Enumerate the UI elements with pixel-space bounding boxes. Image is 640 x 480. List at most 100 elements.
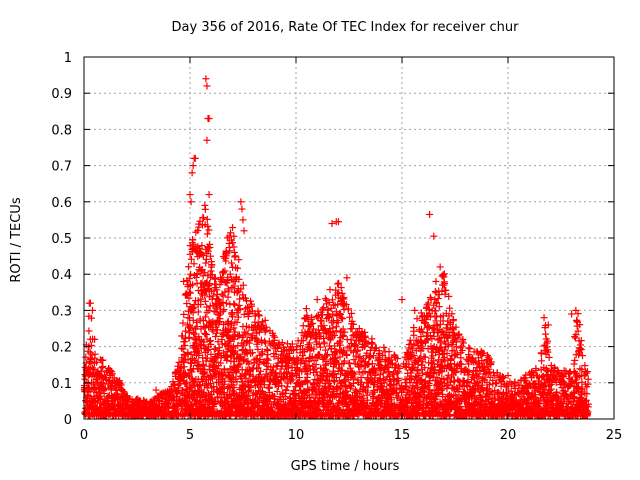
data-point [459,335,467,343]
data-point [193,318,201,326]
data-point [180,310,188,318]
data-point [189,236,197,244]
data-point [96,388,104,396]
data-point [235,301,243,309]
data-point [581,362,589,370]
data-point [186,289,194,297]
data-point [194,227,202,235]
data-point [201,291,209,299]
data-point [83,392,91,400]
data-point [189,305,197,313]
data-point [198,250,206,258]
data-point [433,312,441,320]
data-point [192,273,200,281]
data-point [230,243,238,251]
data-point [185,275,193,283]
data-point [97,367,105,375]
data-point [538,357,546,365]
data-point [195,351,203,359]
data-point [231,252,239,260]
data-point [193,323,201,331]
data-point [180,370,188,378]
data-point [181,341,189,349]
chart-title: Day 356 of 2016, Rate Of TEC Index for r… [172,20,520,35]
data-point [306,339,314,347]
data-point [205,226,213,234]
data-point [193,270,201,278]
data-point [201,297,209,305]
data-point [234,305,242,313]
data-point [188,324,196,332]
data-point [90,392,98,400]
data-point [89,364,97,372]
data-point [236,295,244,303]
data-point [108,370,116,378]
data-point [195,223,203,231]
data-point [186,385,194,393]
data-point [87,342,95,350]
data-point [85,327,93,335]
data-point [465,344,473,352]
data-point [455,330,463,338]
data-point [203,215,211,223]
data-point [88,314,96,322]
data-point [98,364,106,372]
data-point [183,300,191,308]
data-point [190,379,198,387]
data-point [185,288,193,296]
data-point [542,330,550,338]
data-point [199,317,207,325]
data-point [224,293,232,301]
data-point [91,398,99,406]
data-point [196,217,204,225]
data-point [200,341,208,349]
data-point [185,263,193,271]
data-point [91,350,99,358]
data-point [184,371,192,379]
data-point [545,353,553,361]
data-point [220,306,228,314]
data-point [180,350,188,358]
data-point [174,384,182,392]
data-point [188,281,196,289]
data-point [348,325,356,333]
data-point [203,354,211,362]
data-point [380,343,388,351]
data-point [199,214,207,222]
data-point [334,280,342,288]
data-point [196,315,204,323]
data-point [190,260,198,268]
data-point [186,314,194,322]
data-point [299,322,307,330]
data-point [183,378,191,386]
data-point [187,255,195,263]
data-point [180,373,188,381]
data-point [197,300,205,308]
data-point [196,381,204,389]
data-point [202,331,210,339]
data-point [199,377,207,385]
data-point [203,230,211,238]
data-point [385,348,393,356]
data-point [230,300,238,308]
data-point [99,362,107,370]
data-point [116,379,124,387]
data-point [188,368,196,376]
data-point [321,295,329,303]
data-point [466,345,474,353]
data-point [179,345,187,353]
data-point [99,356,107,364]
data-point [193,339,201,347]
data-point [187,359,195,367]
data-point [179,387,187,395]
data-points [80,75,592,420]
data-point [201,313,209,321]
data-point [187,270,195,278]
data-point [117,381,125,389]
data-point [199,361,207,369]
data-point [199,272,207,280]
data-point [195,333,203,341]
data-point [571,356,579,364]
data-point [190,330,198,338]
